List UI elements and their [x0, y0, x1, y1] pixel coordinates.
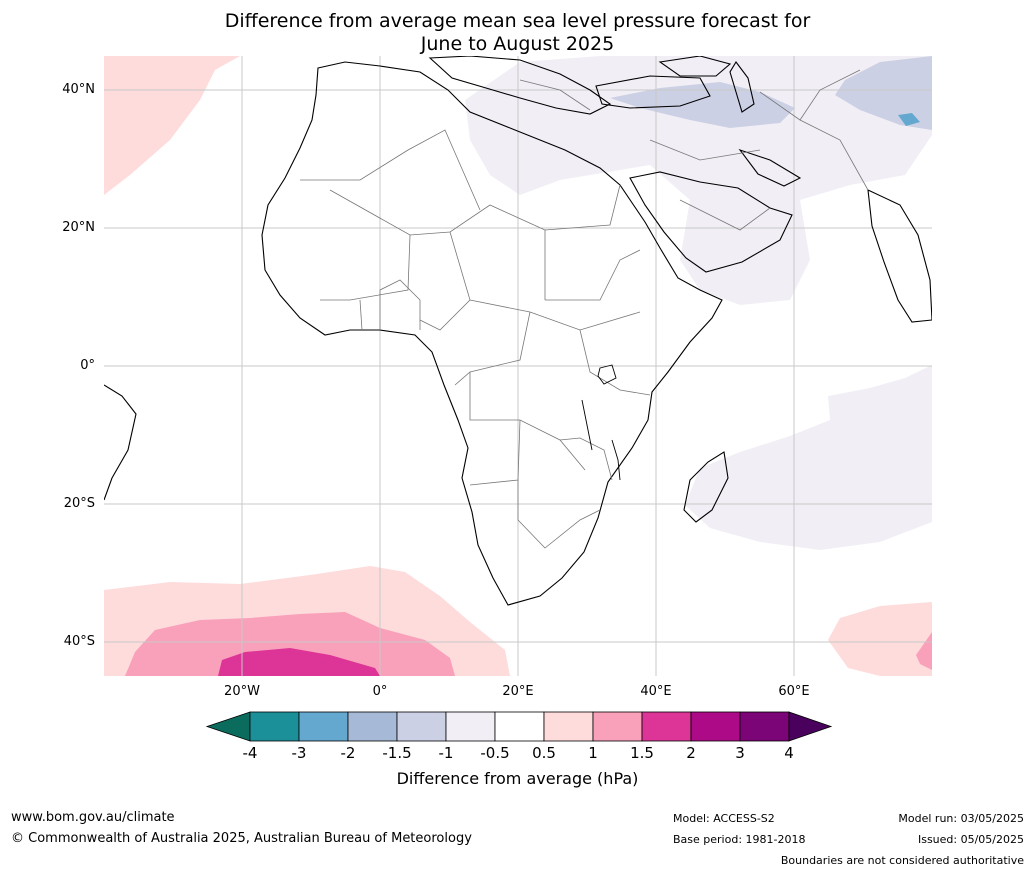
caspian-sea-coastline	[729, 61, 755, 113]
colorbar-tick-label: 1.5	[630, 744, 654, 762]
footer-base-period: Base period: 1981-2018	[673, 833, 806, 846]
colorbar-tick-label: -3	[291, 744, 307, 762]
europe-coastline	[428, 56, 612, 115]
colorbar-cell	[690, 711, 741, 742]
lon-label-20e: 20°E	[502, 684, 534, 699]
lat-label-40n: 40°N	[62, 82, 95, 97]
colorbar-tick-label: 0.5	[532, 744, 556, 762]
footer-disclaimer: Boundaries are not considered authoritat…	[780, 854, 1024, 867]
title-line-1: Difference from average mean sea level p…	[224, 10, 811, 32]
anomaly-region-north-negative-light	[465, 56, 932, 305]
pressure-anomaly-map	[104, 56, 932, 676]
footer-model-run: Model run: 03/05/2025	[898, 812, 1024, 825]
title-line-2: June to August 2025	[420, 33, 615, 55]
lake-malawi	[611, 439, 621, 481]
lake-victoria	[597, 364, 617, 385]
colorbar-tick-label: -1.5	[382, 744, 412, 762]
colorbar-cell	[592, 711, 643, 742]
footer-model: Model: ACCESS-S2	[673, 812, 775, 825]
footer-copyright: © Commonwealth of Australia 2025, Austra…	[11, 831, 472, 846]
anomaly-region-northwest-positive	[104, 56, 240, 195]
footer-issued: Issued: 05/05/2025	[917, 833, 1024, 846]
anomaly-region-northeast-negative-strong	[898, 113, 920, 126]
india-coastline	[867, 189, 932, 323]
anomaly-region-northeast-negative-medium	[835, 56, 932, 130]
coastlines	[104, 56, 932, 606]
colorbar-tick-label: 2	[686, 744, 696, 762]
country-borders	[300, 69, 869, 549]
lon-label-40e: 40°E	[640, 684, 672, 699]
anomaly-region-south-positive-medium	[125, 612, 455, 676]
africa-coastline	[261, 61, 723, 606]
colorbar-cell	[739, 711, 790, 742]
colorbar-cell	[298, 711, 349, 742]
persian-gulf-coastline	[738, 148, 802, 187]
colorbar-tick-label: -4	[242, 744, 258, 762]
lon-label-60e: 60°E	[778, 684, 810, 699]
colorbar-cell	[445, 711, 496, 742]
lake-tanganyika	[581, 399, 593, 451]
lakes	[581, 364, 621, 481]
lon-label-0: 0°	[372, 684, 388, 699]
colorbar-cell	[249, 711, 300, 742]
colorbar-cell	[494, 711, 545, 742]
colorbar-cell	[396, 711, 447, 742]
colorbar-tick-label: -1	[438, 744, 454, 762]
lon-label-20w: 20°W	[224, 684, 260, 699]
colorbar	[205, 711, 833, 742]
footer-url: www.bom.gov.au/climate	[11, 810, 175, 825]
arabia-coastline	[629, 171, 793, 273]
colorbar-tick-label: 4	[784, 744, 794, 762]
anatolia-coastline	[595, 75, 711, 109]
colorbar-tick-label: 3	[735, 744, 745, 762]
lat-label-40s: 40°S	[63, 634, 95, 649]
colorbar-tick-label: 1	[588, 744, 598, 762]
colorbar-cell	[641, 711, 692, 742]
lat-label-20n: 20°N	[62, 220, 95, 235]
black-sea-coastline	[658, 56, 732, 77]
madagascar-coastline	[683, 451, 729, 523]
graticule	[104, 56, 932, 676]
south-america-coastline	[104, 384, 137, 501]
lat-label-20s: 20°S	[63, 496, 95, 511]
anomaly-region-south-positive-strong	[218, 648, 380, 676]
anomaly-region-southeast-positive-light	[828, 602, 932, 676]
colorbar-arrow-high	[788, 711, 833, 742]
colorbar-cell	[543, 711, 594, 742]
colorbar-tick-label: -2	[340, 744, 356, 762]
lat-label-equator: 0°	[80, 358, 95, 373]
colorbar-cell	[347, 711, 398, 742]
map-title: Difference from average mean sea level p…	[0, 10, 1035, 56]
colorbar-label: Difference from average (hPa)	[396, 769, 639, 788]
colorbar-tick-label: -0.5	[480, 744, 510, 762]
colorbar-arrow-low	[205, 711, 251, 742]
